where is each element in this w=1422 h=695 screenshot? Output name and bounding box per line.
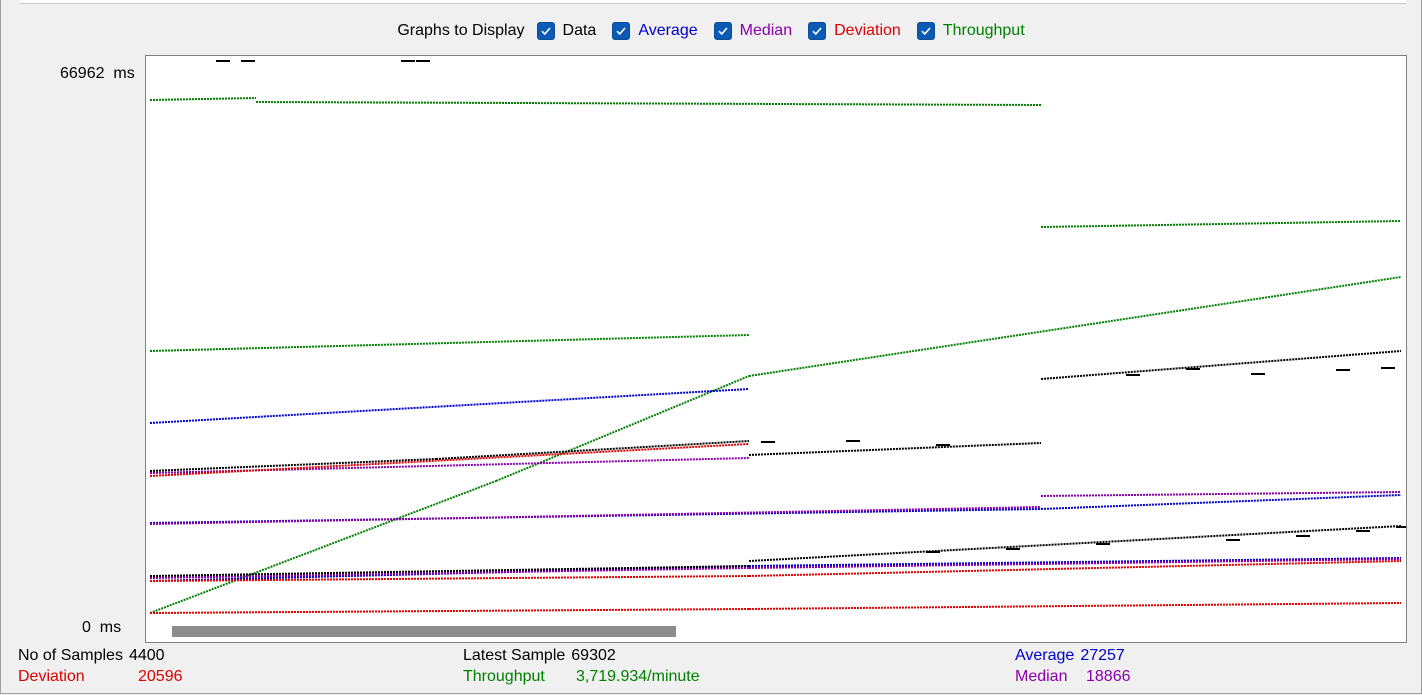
data-trace (149, 565, 750, 577)
data-trace (748, 442, 1042, 456)
data-point (1186, 368, 1200, 370)
data-point (241, 60, 255, 62)
y-max-value: 66962 (60, 65, 105, 82)
median-checkbox[interactable]: Median (713, 22, 793, 40)
data-point (401, 60, 415, 62)
average-checkbox[interactable]: Average (612, 22, 698, 40)
average-trace (748, 557, 1402, 567)
latest-sample-label: Latest Sample (463, 647, 566, 664)
median-stat-value: 18866 (1086, 668, 1131, 685)
average-stat-label: Average (1015, 647, 1075, 664)
graphs-to-display-bar: Graphs to Display Data Average Median De… (0, 18, 1422, 44)
latest-sample-stat: Latest Sample 69302 (463, 647, 616, 665)
samples-stat: No of Samples 4400 (18, 647, 165, 665)
deviation-trace (149, 608, 750, 614)
data-point (1251, 373, 1265, 375)
check-icon (808, 22, 827, 40)
deviation-stat-label: Deviation (18, 668, 85, 685)
average-stat-value: 27257 (1080, 647, 1125, 664)
data-point (1006, 548, 1020, 550)
horizontal-scrollbar-thumb[interactable] (172, 626, 676, 637)
deviation-label: Deviation (834, 22, 901, 39)
data-checkbox[interactable]: Data (536, 22, 597, 40)
median-label: Median (739, 22, 793, 39)
throughput-stat: Throughput 3,719.934/minute (463, 668, 700, 686)
average-trace (1040, 494, 1402, 510)
throughput-stat-value: 3,719.934/minute (576, 668, 700, 685)
legend-title: Graphs to Display (397, 22, 525, 39)
average-label: Average (638, 22, 698, 39)
median-stat-label: Median (1015, 668, 1068, 685)
deviation-trace (748, 602, 1402, 610)
data-trace (435, 440, 750, 460)
data-point (1336, 369, 1350, 371)
data-point (761, 441, 775, 443)
check-icon (916, 22, 935, 40)
data-trace (1040, 350, 1402, 380)
data-trace (748, 525, 1402, 562)
y-axis-min-label: 0 ms (82, 619, 121, 637)
data-point (1381, 367, 1395, 369)
samples-label: No of Samples (18, 647, 123, 664)
graph-plot-area (145, 55, 1407, 643)
throughput-label: Throughput (942, 22, 1025, 39)
throughput-ramp (149, 480, 497, 614)
median-trace (149, 567, 750, 579)
latest-sample-value: 69302 (571, 647, 616, 664)
y-axis-max-label: 66962 ms (60, 65, 135, 83)
data-point (846, 440, 860, 442)
graph-canvas (149, 60, 1406, 614)
data-point (1356, 530, 1370, 532)
data-point (1396, 526, 1406, 528)
data-point (1096, 543, 1110, 545)
deviation-trace (149, 575, 750, 582)
deviation-stat-value: 20596 (138, 668, 183, 685)
check-icon (536, 22, 555, 40)
average-trace (149, 565, 750, 582)
data-trace (149, 458, 437, 472)
throughput-trace (1040, 220, 1402, 228)
top-panel-edge (20, 0, 1406, 4)
deviation-stat: Deviation 20596 (18, 668, 183, 686)
data-point (416, 60, 430, 62)
samples-value: 4400 (128, 647, 165, 664)
y-min-unit: ms (99, 619, 122, 636)
data-point (936, 444, 950, 446)
check-icon (713, 22, 732, 40)
data-point (1296, 535, 1310, 537)
data-point (1226, 539, 1240, 541)
data-point (216, 60, 230, 62)
y-min-value: 0 (82, 619, 91, 636)
average-trace (149, 388, 750, 424)
throughput-trace (149, 97, 257, 101)
deviation-trace (748, 560, 1402, 577)
throughput-checkbox[interactable]: Throughput (916, 22, 1025, 40)
throughput-stat-label: Throughput (463, 668, 545, 685)
median-trace (149, 506, 1042, 525)
median-trace (748, 558, 1402, 569)
average-stat: Average 27257 (1015, 647, 1125, 665)
median-stat: Median 18866 (1015, 668, 1131, 686)
deviation-trace (149, 443, 750, 477)
data-label: Data (562, 22, 597, 39)
y-max-unit: ms (113, 65, 135, 82)
check-icon (612, 22, 631, 40)
data-point (1126, 374, 1140, 376)
throughput-ramp (748, 276, 1402, 377)
data-point (926, 551, 940, 553)
deviation-checkbox[interactable]: Deviation (808, 22, 901, 40)
throughput-trace (255, 101, 1042, 106)
median-trace (1040, 491, 1402, 497)
throughput-trace (149, 334, 750, 352)
